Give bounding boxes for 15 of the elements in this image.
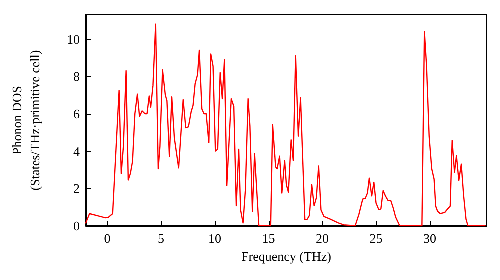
y-tick-label: 2 [74, 181, 80, 196]
x-tick-label: 15 [262, 231, 276, 246]
x-axis-title: Frequency (THz) [242, 249, 332, 264]
y-axis-title: Phonon DOS (States/THz·primitive cell) [10, 50, 42, 191]
x-tick-label: 10 [208, 231, 222, 246]
y-tick-label: 8 [74, 69, 80, 84]
x-tick-label: 25 [370, 231, 383, 246]
y-tick-label: 10 [67, 32, 80, 47]
y-tick-label: 0 [74, 218, 80, 234]
x-tick-label: 5 [158, 231, 165, 246]
x-tick-label: 20 [316, 231, 330, 246]
y-tick-label: 4 [74, 144, 80, 159]
x-tick-label: 30 [424, 231, 437, 246]
y-tick-label: 6 [74, 106, 80, 122]
x-tick-label: 0 [104, 231, 111, 246]
